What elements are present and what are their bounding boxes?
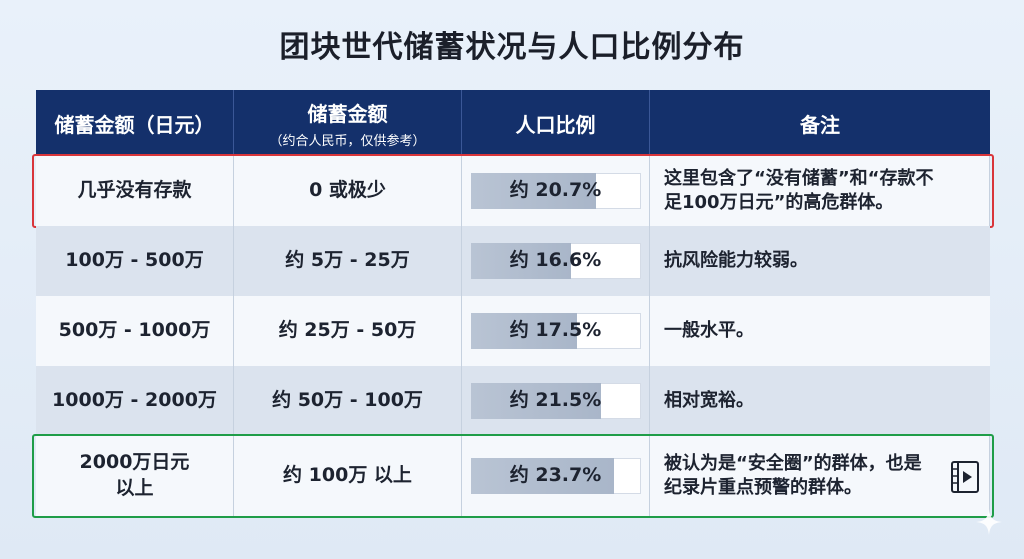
cell-note: 相对宽裕。 xyxy=(664,389,754,411)
ratio-label: 约 21.5% xyxy=(509,389,602,412)
ratio-bar: 约 20.7% xyxy=(470,173,641,209)
header-ratio: 人口比例 xyxy=(462,90,650,156)
cell-rmb: 约 50万 - 100万 xyxy=(234,366,462,436)
header-note: 备注 xyxy=(650,90,990,156)
cell-note: 这里包含了“没有储蓄”和“存款不足100万日元”的高危群体。 xyxy=(650,156,990,226)
cell-ratio: 约 17.5% xyxy=(462,296,650,366)
cell-note: 被认为是“安全圈”的群体，也是纪录片重点预警的群体。 xyxy=(650,436,990,516)
cell-ratio: 约 16.6% xyxy=(462,226,650,296)
cell-ratio: 约 23.7% xyxy=(462,436,650,516)
sparkle-icon xyxy=(976,509,1002,535)
ratio-bar-fill xyxy=(470,313,577,349)
header-note-label: 备注 xyxy=(800,112,840,137)
ratio-label: 约 17.5% xyxy=(509,319,602,342)
cell-rmb: 0 或极少 xyxy=(234,156,462,226)
ratio-label: 约 23.7% xyxy=(509,464,602,487)
header-jpy-label: 储蓄金额（日元） xyxy=(54,112,215,137)
savings-table: 储蓄金额（日元） 储蓄金额 （约合人民币，仅供参考） 人口比例 备注 几乎没有存… xyxy=(32,90,994,518)
cell-jpy: 几乎没有存款 xyxy=(36,156,234,226)
cell-rmb: 约 100万 以上 xyxy=(234,436,462,516)
ratio-bar-fill xyxy=(470,383,602,419)
ratio-bar: 约 17.5% xyxy=(470,313,641,349)
cell-jpy: 100万 - 500万 xyxy=(36,226,234,296)
cell-jpy: 500万 - 1000万 xyxy=(36,296,234,366)
ratio-bar-fill xyxy=(470,173,597,209)
table-row: 2000万日元以上 约 100万 以上 约 23.7% 被认为是“安全圈”的群体… xyxy=(32,434,994,518)
cell-jpy: 2000万日元以上 xyxy=(36,436,234,516)
table-row: 500万 - 1000万 约 25万 - 50万 约 17.5% 一般水平。 xyxy=(36,296,990,366)
header-ratio-label: 人口比例 xyxy=(515,112,596,137)
ratio-bar: 约 21.5% xyxy=(470,383,641,419)
cell-rmb: 约 25万 - 50万 xyxy=(234,296,462,366)
table-row: 1000万 - 2000万 约 50万 - 100万 约 21.5% 相对宽裕。 xyxy=(36,366,990,436)
cell-rmb: 约 5万 - 25万 xyxy=(234,226,462,296)
cell-ratio: 约 20.7% xyxy=(462,156,650,226)
cell-ratio: 约 21.5% xyxy=(462,366,650,436)
cell-note: 一般水平。 xyxy=(664,319,754,341)
header-rmb-label: 储蓄金额 xyxy=(307,101,388,126)
cell-note: 抗风险能力较弱。 xyxy=(664,249,808,271)
header-rmb: 储蓄金额 （约合人民币，仅供参考） xyxy=(234,90,462,156)
table-header: 储蓄金额（日元） 储蓄金额 （约合人民币，仅供参考） 人口比例 备注 xyxy=(36,90,990,156)
ratio-label: 约 20.7% xyxy=(509,179,602,202)
table-row: 100万 - 500万 约 5万 - 25万 约 16.6% 抗风险能力较弱。 xyxy=(36,226,990,296)
ratio-bar: 约 23.7% xyxy=(470,458,641,494)
header-rmb-sub: （约合人民币，仅供参考） xyxy=(269,133,426,149)
video-file-icon[interactable] xyxy=(950,460,980,494)
ratio-bar-fill xyxy=(470,458,615,494)
ratio-bar-fill xyxy=(470,243,572,279)
page-title: 团块世代储蓄状况与人口比例分布 xyxy=(279,30,745,65)
header-jpy: 储蓄金额（日元） xyxy=(36,90,234,156)
table-row: 几乎没有存款 0 或极少 约 20.7% 这里包含了“没有储蓄”和“存款不足10… xyxy=(32,154,994,228)
ratio-label: 约 16.6% xyxy=(509,249,602,272)
ratio-bar: 约 16.6% xyxy=(470,243,641,279)
cell-jpy: 1000万 - 2000万 xyxy=(36,366,234,436)
